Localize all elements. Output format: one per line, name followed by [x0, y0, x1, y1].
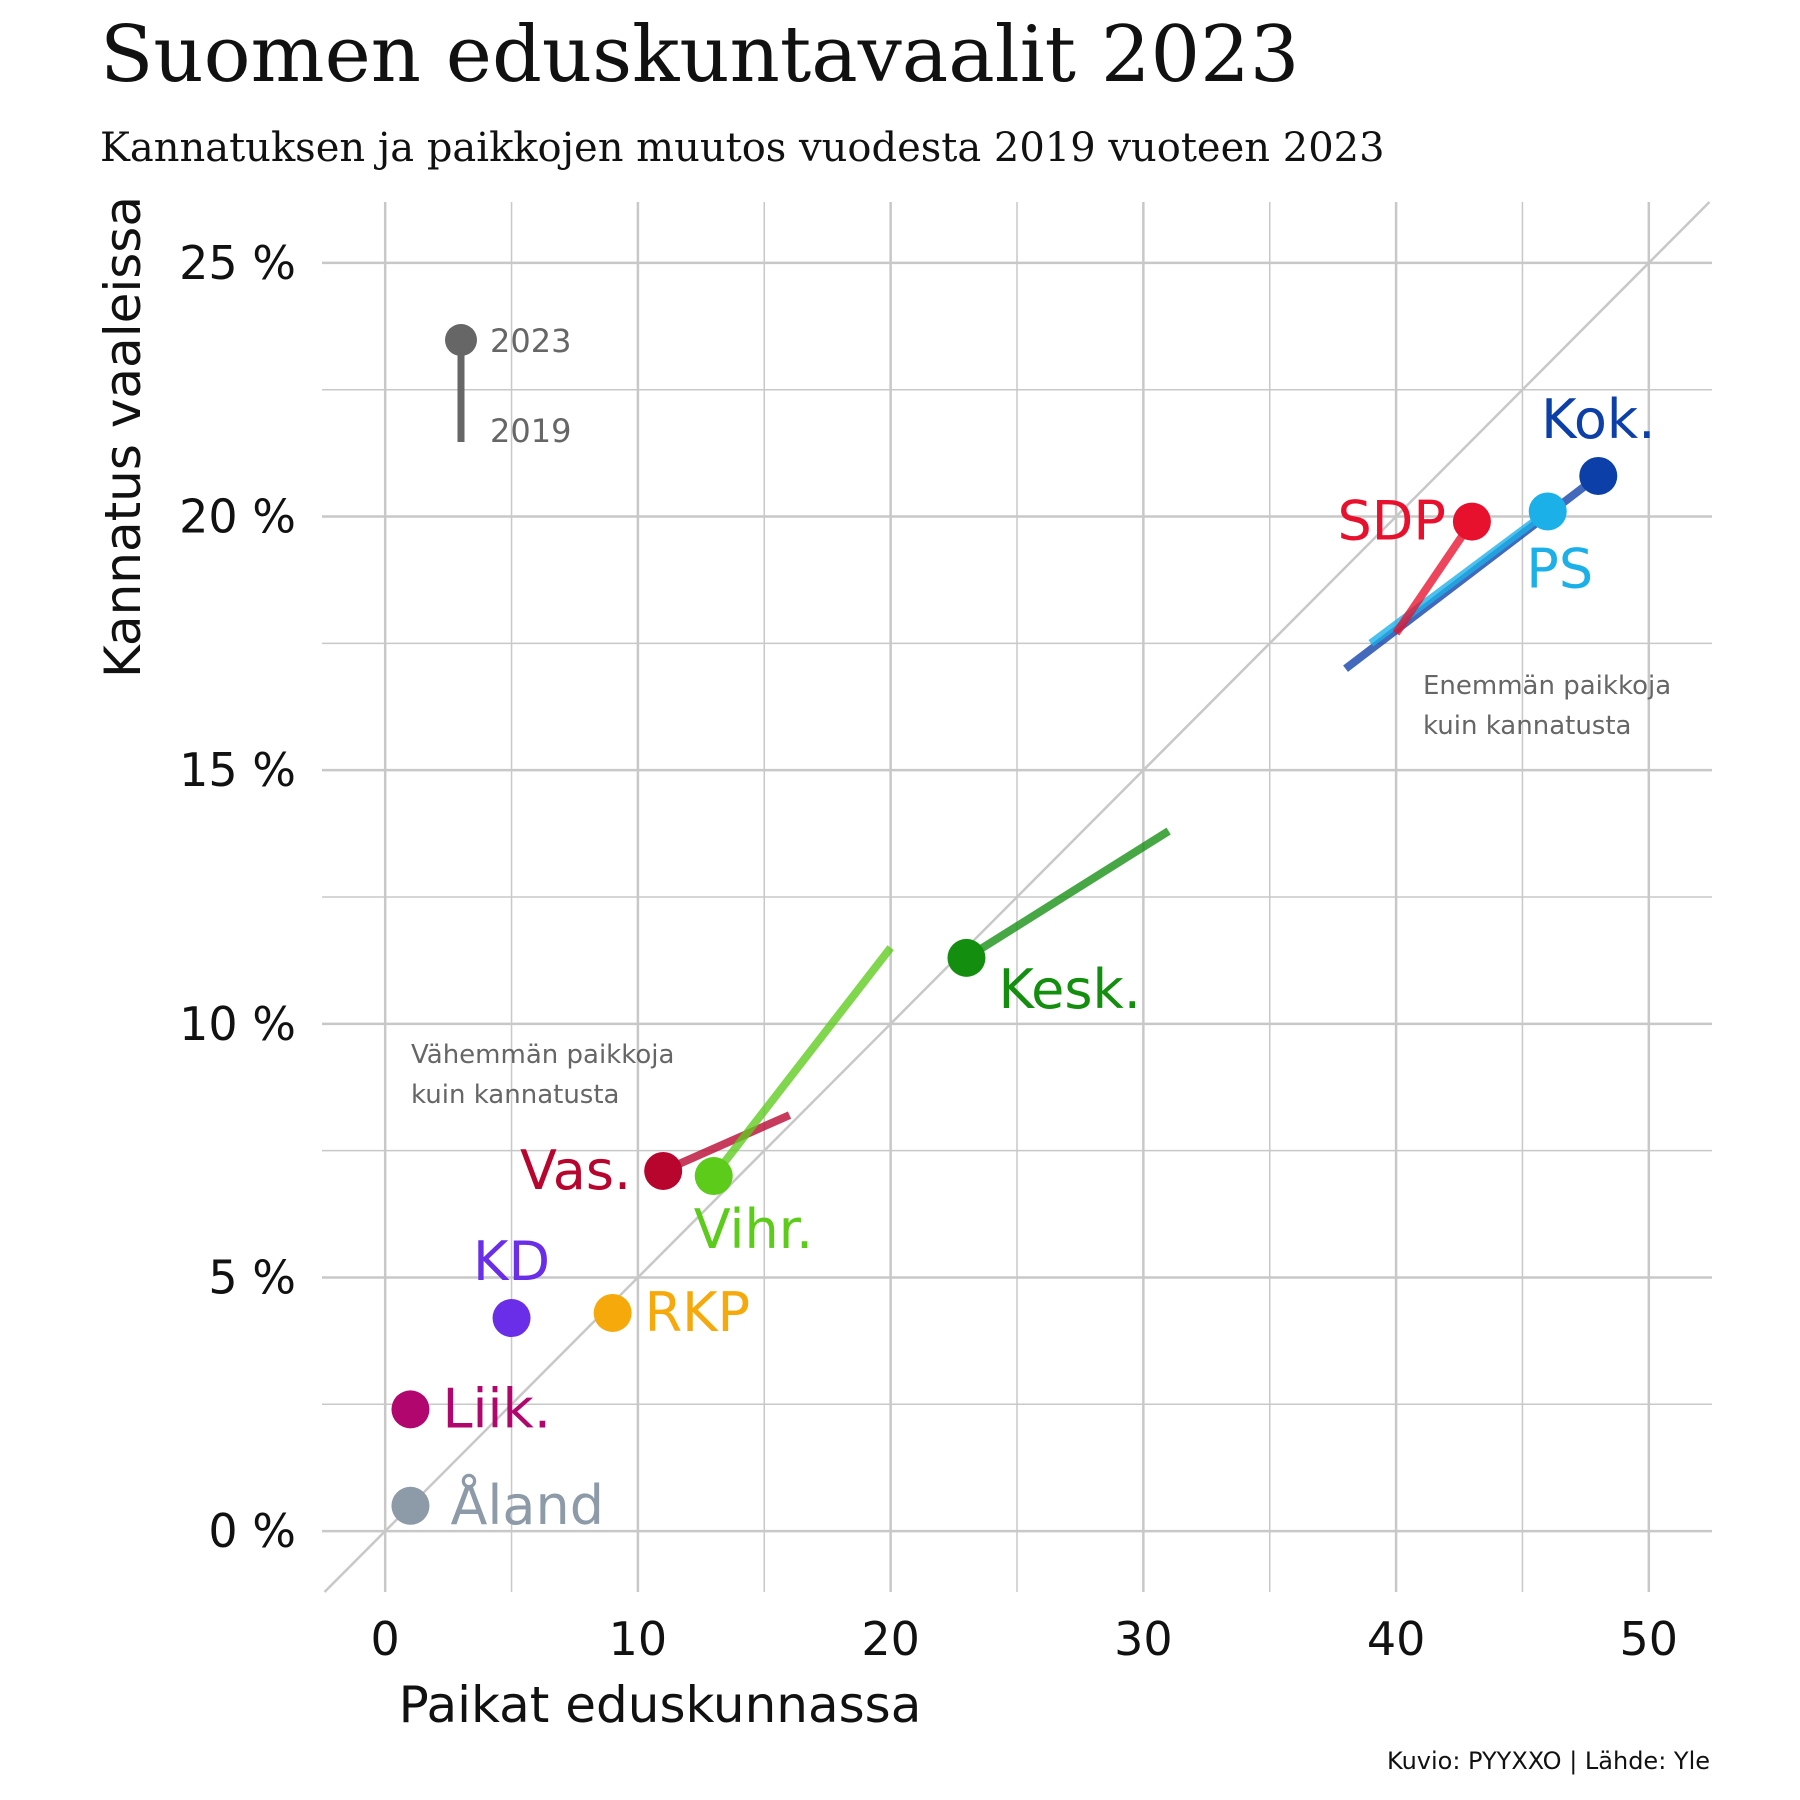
y-tick-label: 10 % [179, 997, 296, 1051]
axes: 0 10 20 30 40 50 0 % 5 % 10 % 15 % 20 % 25 % [179, 236, 1678, 1666]
source-caption: Kuvio: PYYXXO | Lähde: Yle [1387, 1747, 1710, 1775]
y-tick-label: 0 % [208, 1504, 296, 1558]
point-liik [391, 1390, 430, 1429]
y-tick-label: 5 % [208, 1250, 296, 1304]
annotation-fewer-seats-line-2: kuin kannatusta [411, 1080, 619, 1110]
point-rkp [593, 1293, 632, 1332]
track-kesk [964, 827, 1171, 962]
party-label-ps: PS [1526, 537, 1593, 600]
track-vas [661, 1111, 792, 1175]
party-label-kd: KD [473, 1230, 550, 1293]
annotation-fewer-seats-line-1: Vähemmän paikkoja [411, 1040, 674, 1070]
chart-title: Suomen eduskuntavaalit 2023 [100, 10, 1300, 100]
party-labels: Kok. SDP PS Kesk. Vihr. Vas. RKP KD Liik. Åland [442, 388, 1655, 1537]
year-legend: 2023 2019 [445, 322, 571, 450]
chart-subtitle: Kannatuksen ja paikkojen muutos vuodesta… [100, 125, 1385, 171]
party-label-kok: Kok. [1541, 388, 1655, 451]
party-label-liik: Liik. [442, 1377, 551, 1440]
x-tick-label: 30 [1114, 1612, 1173, 1666]
track-vihr [710, 945, 894, 1179]
x-tick-label: 0 [371, 1612, 400, 1666]
point-vihr [694, 1157, 733, 1196]
party-label-vihr: Vihr. [694, 1198, 813, 1261]
point-land [391, 1486, 430, 1525]
point-kok [1579, 456, 1618, 495]
annotation-fewer-seats: Vähemmän paikkoja kuin kannatusta [411, 1040, 674, 1110]
x-tick-label: 20 [861, 1612, 920, 1666]
x-axis-title: Paikat eduskunnassa [399, 1676, 922, 1734]
point-ps [1528, 492, 1567, 531]
point-kd [492, 1299, 531, 1338]
legend-label-2023: 2023 [490, 322, 571, 360]
x-tick-label: 50 [1620, 1612, 1679, 1666]
equal-share-reference-line [323, 201, 1711, 1593]
grid [322, 202, 1712, 1592]
legend-2023-dot [445, 324, 477, 356]
y-axis-title: Kannatus vaaleissa [94, 196, 152, 678]
party-label-sdp: SDP [1337, 490, 1445, 553]
point-vas [644, 1151, 683, 1190]
track-sdp [1392, 519, 1476, 636]
point-kesk [947, 938, 986, 977]
legend-label-2019: 2019 [490, 412, 571, 450]
annotation-more-seats-line-1: Enemmän paikkoja [1423, 671, 1671, 701]
change-tracks [661, 472, 1601, 1179]
party-label-kesk: Kesk. [998, 958, 1141, 1021]
x-tick-label: 40 [1367, 1612, 1426, 1666]
annotation-more-seats-line-2: kuin kannatusta [1423, 711, 1631, 741]
point-sdp [1452, 502, 1491, 541]
y-tick-label: 15 % [179, 743, 296, 797]
x-tick-label: 10 [609, 1612, 668, 1666]
y-tick-label: 25 % [179, 236, 296, 290]
y-tick-label: 20 % [179, 490, 296, 544]
annotation-more-seats: Enemmän paikkoja kuin kannatusta [1423, 671, 1671, 741]
party-label-rkp: RKP [645, 1281, 751, 1344]
party-label-vas: Vas. [520, 1139, 631, 1202]
data-points [391, 456, 1618, 1525]
party-label-land: Åland [450, 1473, 604, 1537]
